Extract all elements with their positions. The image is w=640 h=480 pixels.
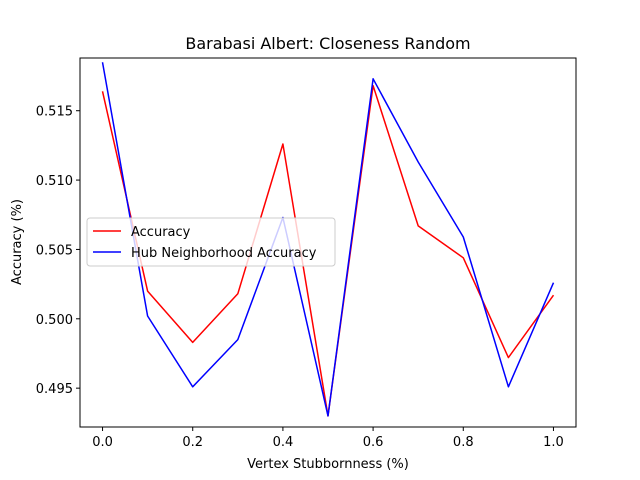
x-tick-label: 0.2 [182, 435, 203, 450]
y-tick-label: 0.515 [36, 105, 73, 120]
y-tick-label: 0.495 [36, 382, 73, 397]
y-axis: 0.495 0.500 0.505 0.510 0.515 [36, 105, 80, 397]
series-lines [101, 62, 555, 417]
plot-frame [79, 57, 577, 428]
y-axis-label: Accuracy (%) [10, 199, 25, 285]
x-tick-label: 0.0 [92, 435, 113, 450]
chart-title: Barabasi Albert: Closeness Random [185, 34, 470, 53]
x-tick-label: 0.4 [273, 435, 294, 450]
legend-box [86, 217, 336, 267]
x-tick-label: 0.6 [363, 435, 384, 450]
y-tick-label: 0.510 [36, 174, 73, 189]
x-tick-label: 0.8 [453, 435, 474, 450]
legend-label-hub-neighborhood-accuracy: Hub Neighborhood Accuracy [131, 246, 317, 261]
x-tick-label: 1.0 [543, 435, 564, 450]
x-axis: 0.0 0.2 0.4 0.6 0.8 1.0 [92, 427, 564, 450]
legend-label-accuracy: Accuracy [131, 225, 191, 240]
series-line-hub-neighborhood-accuracy [101, 62, 555, 417]
y-tick-label: 0.505 [36, 243, 73, 258]
x-axis-label: Vertex Stubbornness (%) [247, 457, 409, 472]
legend: Accuracy Hub Neighborhood Accuracy [86, 217, 336, 267]
y-tick-label: 0.500 [36, 313, 73, 328]
